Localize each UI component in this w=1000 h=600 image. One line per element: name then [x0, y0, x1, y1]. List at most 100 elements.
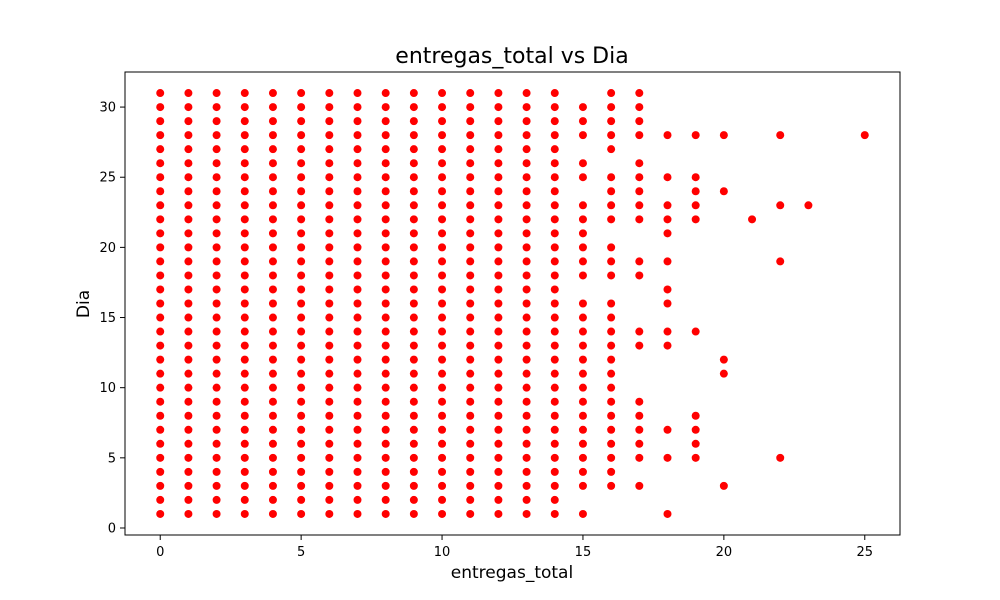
data-point [353, 509, 362, 518]
data-point [409, 453, 418, 462]
data-point [466, 285, 475, 294]
data-point [381, 89, 390, 98]
data-point [466, 355, 475, 364]
data-point [409, 117, 418, 126]
data-point [438, 117, 447, 126]
data-point [409, 327, 418, 336]
data-point [438, 187, 447, 196]
data-point [297, 159, 306, 168]
data-point [550, 215, 559, 224]
data-point [353, 313, 362, 322]
data-point [635, 411, 644, 420]
data-point [156, 313, 165, 322]
data-point [156, 173, 165, 182]
data-point [607, 439, 616, 448]
data-point [325, 509, 334, 518]
data-point [381, 313, 390, 322]
data-point [184, 397, 193, 406]
data-point [353, 201, 362, 210]
data-point [607, 327, 616, 336]
data-point [550, 117, 559, 126]
data-point [184, 509, 193, 518]
data-point [156, 159, 165, 168]
data-point [550, 131, 559, 140]
x-axis-ticks: 0 5 10 15 20 25 [156, 535, 873, 560]
data-point [550, 383, 559, 392]
data-point [381, 243, 390, 252]
data-point [240, 257, 249, 266]
data-point [607, 355, 616, 364]
data-point [268, 285, 277, 294]
data-point [719, 187, 728, 196]
data-point [268, 173, 277, 182]
data-point [550, 299, 559, 308]
data-point [550, 509, 559, 518]
data-point [156, 215, 165, 224]
data-point [522, 509, 531, 518]
data-point [268, 341, 277, 350]
data-point [438, 229, 447, 238]
data-point [522, 411, 531, 420]
data-point [466, 159, 475, 168]
data-point [522, 453, 531, 462]
data-point [550, 411, 559, 420]
data-point [663, 341, 672, 350]
data-point [494, 313, 503, 322]
data-point [691, 201, 700, 210]
data-point [184, 145, 193, 154]
data-point [578, 103, 587, 112]
data-point [268, 481, 277, 490]
data-point [325, 229, 334, 238]
data-point [268, 467, 277, 476]
data-point [635, 215, 644, 224]
data-point [719, 369, 728, 378]
data-point [466, 201, 475, 210]
data-point [325, 257, 334, 266]
data-point [635, 425, 644, 434]
data-point [607, 103, 616, 112]
data-point [438, 89, 447, 98]
data-point [240, 425, 249, 434]
y-tick-label: 15 [99, 311, 116, 326]
data-point [240, 453, 249, 462]
data-point [494, 159, 503, 168]
data-point [353, 397, 362, 406]
data-point [550, 397, 559, 406]
data-point [409, 341, 418, 350]
data-point [550, 159, 559, 168]
data-point [466, 243, 475, 252]
data-point [607, 467, 616, 476]
data-point [578, 159, 587, 168]
data-point [297, 369, 306, 378]
data-point [381, 397, 390, 406]
data-point [184, 313, 193, 322]
data-point [353, 187, 362, 196]
data-point [297, 215, 306, 224]
data-point [212, 159, 221, 168]
data-point [550, 103, 559, 112]
data-point [748, 215, 757, 224]
y-tick-label: 0 [108, 521, 116, 536]
data-point [494, 383, 503, 392]
data-point [522, 467, 531, 476]
data-point [578, 481, 587, 490]
data-point [409, 439, 418, 448]
data-point [438, 425, 447, 434]
data-point [494, 187, 503, 196]
data-point [381, 117, 390, 126]
data-point [297, 481, 306, 490]
data-point [353, 243, 362, 252]
data-point [240, 117, 249, 126]
data-point [268, 383, 277, 392]
y-tick-label: 10 [99, 381, 116, 396]
data-point [268, 271, 277, 280]
data-point [550, 271, 559, 280]
data-point [409, 145, 418, 154]
data-point [156, 131, 165, 140]
data-point [607, 397, 616, 406]
data-point [156, 327, 165, 336]
data-point [381, 299, 390, 308]
data-point [691, 327, 700, 336]
data-point [268, 89, 277, 98]
data-point [184, 439, 193, 448]
